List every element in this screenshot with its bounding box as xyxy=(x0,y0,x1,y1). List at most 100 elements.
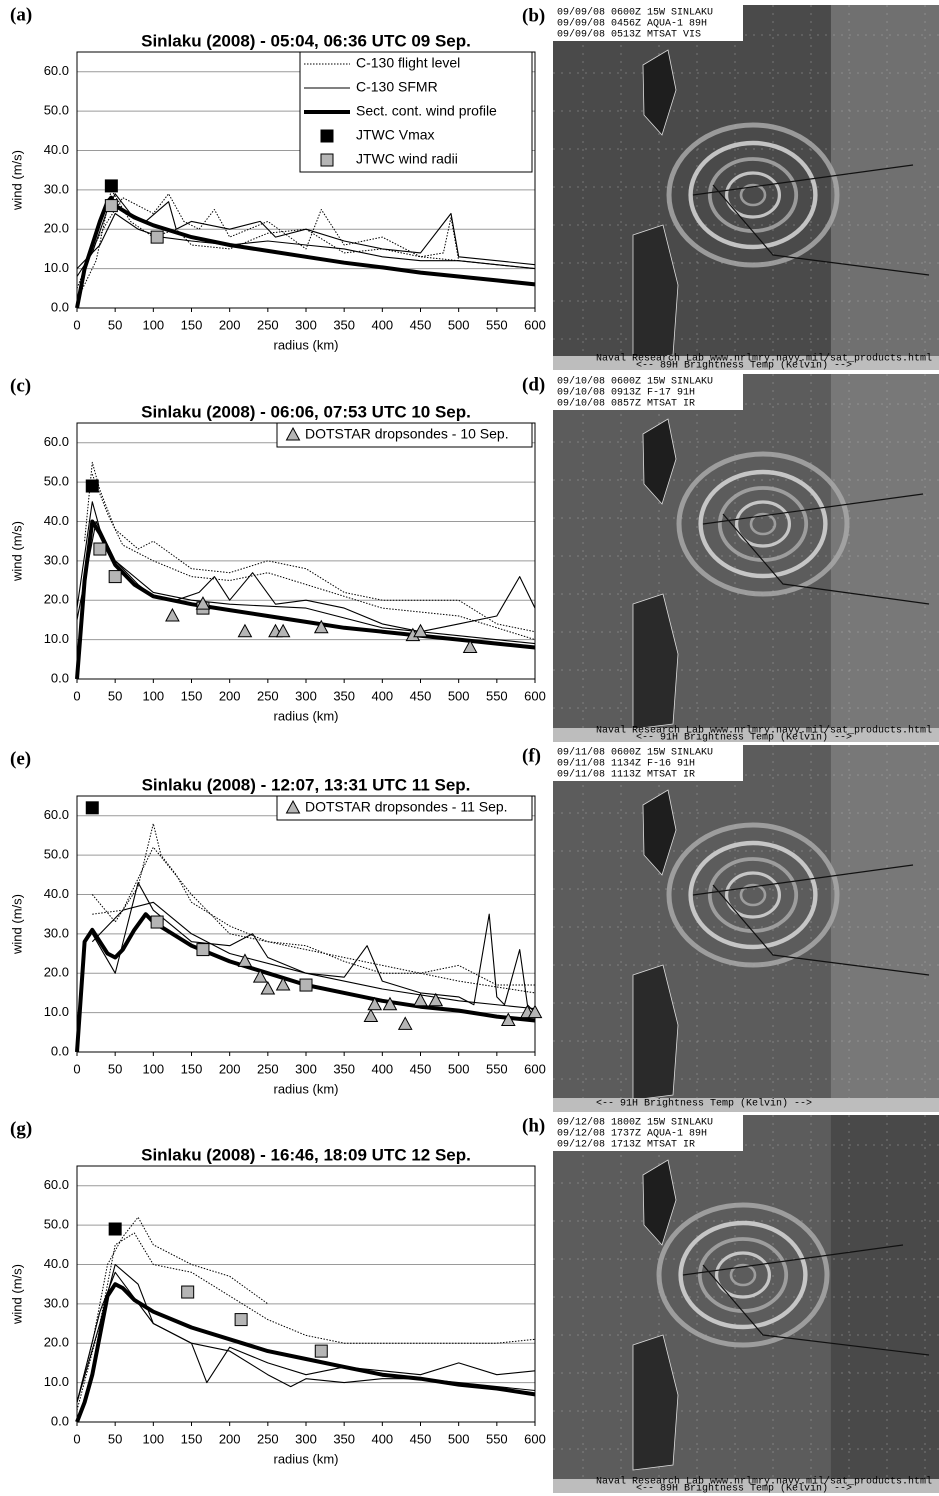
y-axis-label: wind (m/s) xyxy=(9,894,24,955)
square-marker xyxy=(150,915,164,929)
x-tick-label: 550 xyxy=(486,317,508,332)
x-tick-label: 550 xyxy=(486,688,508,703)
storm-band xyxy=(666,822,840,968)
y-tick-label: 10.0 xyxy=(44,1374,69,1389)
x-tick-label: 0 xyxy=(73,1061,80,1076)
triangle-marker xyxy=(367,996,383,1011)
storm-band xyxy=(666,122,840,268)
satellite-image xyxy=(553,5,939,370)
x-tick-label: 350 xyxy=(333,1061,355,1076)
image-header: 09/09/08 0513Z MTSAT VIS xyxy=(557,29,701,41)
land xyxy=(642,418,677,505)
triangle-marker xyxy=(500,1012,516,1026)
panel-label: (a) xyxy=(10,4,32,25)
plot-frame xyxy=(76,1165,536,1423)
x-tick-label: 250 xyxy=(257,688,279,703)
panel-label: (g) xyxy=(10,1118,32,1139)
y-tick-label: 40.0 xyxy=(44,513,69,528)
x-tick-label: 300 xyxy=(295,317,317,332)
triangle-marker xyxy=(382,996,398,1011)
square-marker xyxy=(93,542,107,556)
x-tick-label: 500 xyxy=(448,688,470,703)
x-tick-label: 350 xyxy=(333,688,355,703)
satellite-image xyxy=(553,745,939,1112)
series-line xyxy=(76,501,536,633)
x-tick-label: 350 xyxy=(333,1431,355,1446)
y-tick-label: 20.0 xyxy=(44,965,69,980)
x-tick-label: 100 xyxy=(142,1431,164,1446)
image-header: 09/12/08 1737Z AQUA-1 89H xyxy=(557,1128,707,1140)
y-tick-label: 0.0 xyxy=(51,1413,69,1428)
chart-title: Sinlaku (2008) - 05:04, 06:36 UTC 09 Sep… xyxy=(141,31,471,50)
triangle-marker xyxy=(527,1004,543,1019)
land xyxy=(632,964,679,1101)
header-bg xyxy=(553,374,743,410)
x-tick-label: 400 xyxy=(371,1431,393,1446)
legend-box xyxy=(276,422,533,448)
triangle-marker xyxy=(397,1016,413,1030)
y-tick-label: 20.0 xyxy=(44,592,69,607)
land xyxy=(642,1159,677,1246)
square-marker xyxy=(150,230,164,244)
header-bg xyxy=(553,5,743,41)
series-line xyxy=(76,193,536,277)
legend-label: C-130 SFMR xyxy=(356,79,438,95)
y-tick-label: 40.0 xyxy=(44,142,69,157)
storm-band xyxy=(739,183,767,207)
y-tick-label: 10.0 xyxy=(44,631,69,646)
y-tick-label: 30.0 xyxy=(44,1295,69,1310)
x-tick-label: 450 xyxy=(410,317,432,332)
image-right xyxy=(830,1115,939,1481)
x-tick-label: 300 xyxy=(295,688,317,703)
image-header: 09/10/08 0600Z 15W SINLAKU xyxy=(557,376,713,388)
series-line xyxy=(75,1282,536,1423)
x-tick-label: 550 xyxy=(486,1431,508,1446)
image-right xyxy=(830,745,939,1100)
triangle-marker xyxy=(275,976,291,991)
triangle-marker xyxy=(413,992,428,1007)
x-tick-label: 150 xyxy=(181,688,203,703)
triangle-marker xyxy=(285,799,301,814)
square-marker xyxy=(314,1344,328,1358)
header-bg xyxy=(553,745,743,781)
chart-title: Sinlaku (2008) - 12:07, 13:31 UTC 11 Sep… xyxy=(142,775,471,794)
header-bg xyxy=(553,1115,743,1151)
legend-label: DOTSTAR dropsondes - 11 Sep. xyxy=(305,799,508,815)
y-tick-label: 10.0 xyxy=(44,1004,69,1019)
series-line xyxy=(76,1263,536,1403)
y-axis-label: wind (m/s) xyxy=(9,521,24,582)
flight-track xyxy=(702,493,930,605)
x-tick-label: 600 xyxy=(524,688,546,703)
series-line xyxy=(76,193,536,289)
series-line xyxy=(76,1216,269,1403)
image-header: 09/12/08 1713Z MTSAT IR xyxy=(557,1139,695,1151)
square-marker xyxy=(85,479,99,493)
series-line xyxy=(91,901,536,1010)
x-tick-label: 0 xyxy=(73,1431,80,1446)
y-tick-label: 60.0 xyxy=(44,434,69,449)
x-tick-label: 200 xyxy=(219,688,241,703)
square-marker xyxy=(299,978,313,992)
x-tick-label: 250 xyxy=(257,1431,279,1446)
land xyxy=(642,789,677,876)
panel-label: (h) xyxy=(522,1115,545,1136)
series-line xyxy=(76,1232,536,1411)
square-marker xyxy=(108,570,122,584)
x-tick-label: 550 xyxy=(486,1061,508,1076)
x-tick-label: 200 xyxy=(219,1431,241,1446)
storm-band xyxy=(688,840,818,950)
y-tick-label: 40.0 xyxy=(44,1256,69,1271)
land xyxy=(632,593,679,730)
y-tick-label: 20.0 xyxy=(44,1335,69,1350)
square-marker xyxy=(104,199,118,213)
y-axis-label: wind (m/s) xyxy=(9,150,24,211)
x-tick-label: 400 xyxy=(371,317,393,332)
storm-band xyxy=(688,140,818,250)
x-tick-label: 100 xyxy=(142,688,164,703)
y-tick-label: 10.0 xyxy=(44,260,69,275)
triangle-marker xyxy=(413,623,428,638)
panel-label: (d) xyxy=(522,374,545,395)
satellite-image xyxy=(553,1115,939,1493)
x-tick-label: 450 xyxy=(410,1431,432,1446)
